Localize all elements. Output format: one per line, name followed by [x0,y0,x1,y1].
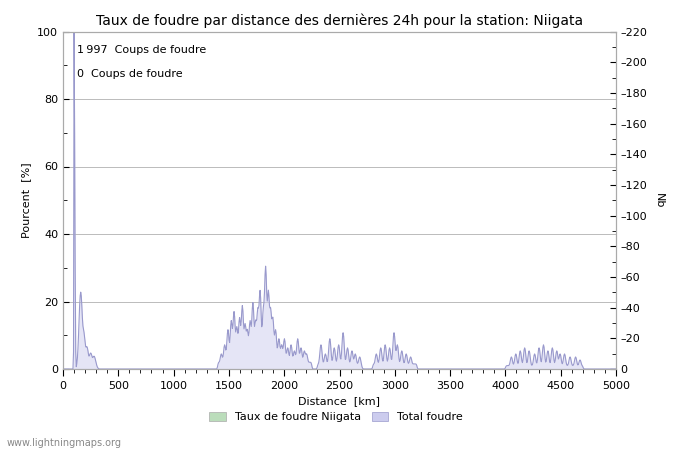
Y-axis label: Nb: Nb [654,193,664,208]
Text: 1 997  Coups de foudre: 1 997 Coups de foudre [77,45,206,55]
Legend: Taux de foudre Niigata, Total foudre: Taux de foudre Niigata, Total foudre [204,407,468,427]
X-axis label: Distance  [km]: Distance [km] [298,396,381,406]
Text: www.lightningmaps.org: www.lightningmaps.org [7,438,122,448]
Text: 0  Coups de foudre: 0 Coups de foudre [77,68,183,79]
Y-axis label: Pourcent  [%]: Pourcent [%] [22,162,32,238]
Title: Taux de foudre par distance des dernières 24h pour la station: Niigata: Taux de foudre par distance des dernière… [96,13,583,27]
